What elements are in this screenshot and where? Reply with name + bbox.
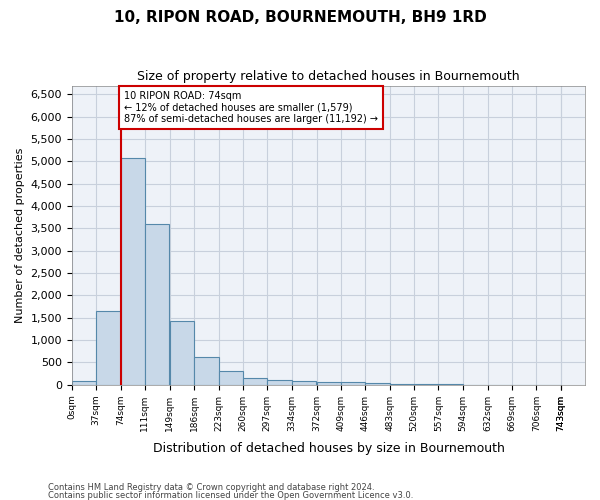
Bar [72, 382, 96, 385]
Text: 10 RIPON ROAD: 74sqm
← 12% of detached houses are smaller (1,579)
87% of semi-de: 10 RIPON ROAD: 74sqm ← 12% of detached h… [124, 92, 378, 124]
Bar [170, 322, 194, 385]
Bar [389, 384, 414, 385]
Text: 10, RIPON ROAD, BOURNEMOUTH, BH9 1RD: 10, RIPON ROAD, BOURNEMOUTH, BH9 1RD [113, 10, 487, 25]
Title: Size of property relative to detached houses in Bournemouth: Size of property relative to detached ho… [137, 70, 520, 83]
Bar [121, 158, 145, 385]
Bar [365, 384, 389, 385]
Text: Contains public sector information licensed under the Open Government Licence v3: Contains public sector information licen… [48, 490, 413, 500]
Bar [243, 378, 267, 385]
Bar [267, 380, 292, 385]
Bar [194, 357, 218, 385]
Bar [317, 382, 341, 385]
Y-axis label: Number of detached properties: Number of detached properties [15, 148, 25, 323]
X-axis label: Distribution of detached houses by size in Bournemouth: Distribution of detached houses by size … [152, 442, 505, 455]
Bar [218, 372, 243, 385]
Bar [292, 382, 316, 385]
Bar [145, 224, 169, 385]
Bar [341, 382, 365, 385]
Bar [96, 311, 121, 385]
Text: Contains HM Land Registry data © Crown copyright and database right 2024.: Contains HM Land Registry data © Crown c… [48, 483, 374, 492]
